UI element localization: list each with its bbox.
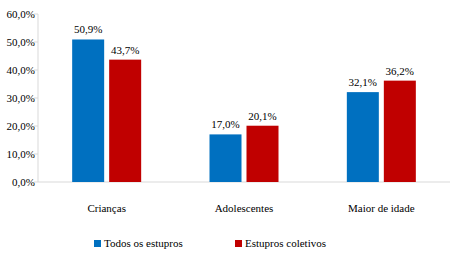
data-label: 36,2% (386, 65, 414, 77)
y-tick-label: 0,0% (12, 176, 35, 188)
bar (384, 81, 416, 182)
bar (72, 39, 104, 182)
bar (210, 134, 242, 182)
y-tick-label: 20,0% (7, 120, 35, 132)
x-tick-label: Maior de idade (348, 202, 415, 214)
data-label: 43,7% (111, 44, 139, 56)
y-tick-label: 30,0% (7, 92, 35, 104)
x-tick-label: Crianças (87, 202, 125, 214)
data-label: 20,1% (248, 110, 276, 122)
y-tick-label: 60,0% (7, 8, 35, 20)
bar (247, 126, 279, 182)
bar (347, 92, 379, 182)
legend-swatch (235, 240, 242, 247)
x-tick-label: Adolescentes (215, 202, 274, 214)
y-axis (38, 14, 39, 182)
y-tick-label: 10,0% (7, 148, 35, 160)
data-label: 32,1% (349, 76, 377, 88)
chart-container: 0,0% 10,0% 20,0% 30,0% 40,0% 50,0% 60,0% Crianç… (0, 0, 455, 263)
bar (109, 60, 141, 182)
chart-svg: 0,0% 10,0% 20,0% 30,0% 40,0% 50,0% 60,0% Crianç… (0, 0, 455, 263)
legend-swatch (94, 240, 101, 247)
y-tick-label: 40,0% (7, 64, 35, 76)
legend-label: Todos os estupros (104, 237, 183, 249)
data-label: 50,9% (74, 23, 102, 35)
bars (72, 39, 416, 182)
data-label: 17,0% (211, 118, 239, 130)
legend-label: Estupros coletivos (245, 237, 326, 249)
y-tick-label: 50,0% (7, 36, 35, 48)
